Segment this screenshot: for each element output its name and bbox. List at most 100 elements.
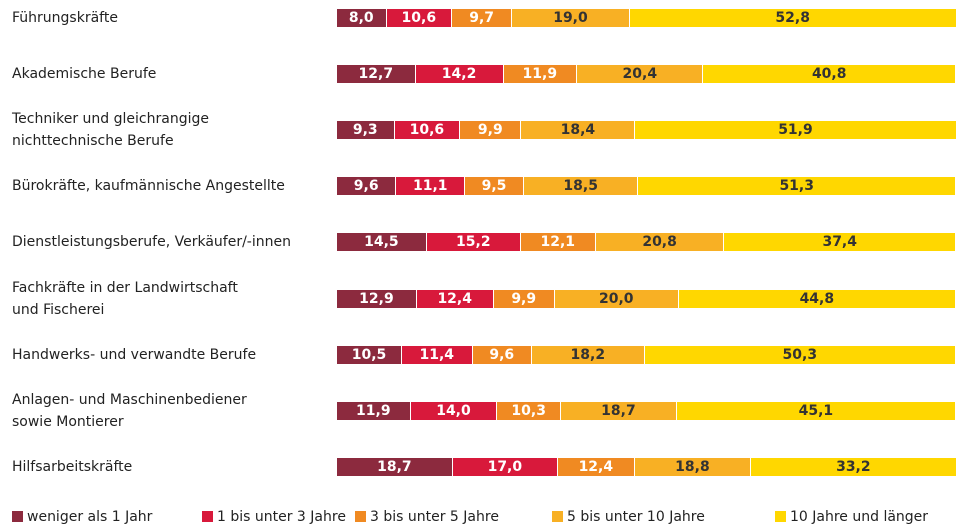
category-label: Anlagen- und Maschinenbediener sowie Mon… <box>12 391 247 430</box>
data-label: 11,4 <box>419 346 455 363</box>
data-label: 50,3 <box>782 346 818 363</box>
legend-swatch <box>355 511 366 522</box>
data-label: 10,6 <box>401 10 437 26</box>
bar-segment: 45,1 <box>676 401 956 420</box>
data-label: 12,7 <box>358 66 394 83</box>
legend-swatch <box>12 511 23 522</box>
data-label: 18,5 <box>563 178 598 195</box>
category-label: Handwerks- und verwandte Berufe <box>12 346 257 363</box>
legend-item: 3 bis unter 5 Jahre <box>355 509 499 525</box>
data-label: 10,3 <box>511 402 546 419</box>
data-label: 51,3 <box>779 178 814 195</box>
bar-segment: 51,3 <box>638 177 956 196</box>
bar-segment: 17,0 <box>452 457 558 476</box>
bar-segment: 12,9 <box>337 289 417 308</box>
bar-segment: 9,9 <box>493 289 555 308</box>
data-label: 40,8 <box>811 66 847 83</box>
data-label: 12,4 <box>437 290 472 307</box>
legend-label: 1 bis unter 3 Jahre <box>217 509 346 525</box>
category-label: Techniker und gleichrangige nichttechnis… <box>12 111 209 150</box>
data-label: 18,2 <box>570 346 606 363</box>
legend-label: 3 bis unter 5 Jahre <box>370 509 499 525</box>
data-label: 33,2 <box>836 458 871 475</box>
data-label: 9,3 <box>352 122 378 139</box>
category-label: Akademische Berufe <box>12 66 157 83</box>
bar-segment: 9,9 <box>460 121 522 140</box>
legend-swatch <box>552 511 563 522</box>
data-label: 12,4 <box>578 458 614 475</box>
bar-segment: 52,8 <box>629 9 957 27</box>
category-label: Dienstleistungsberufe, Verkäufer/-innen <box>12 234 291 251</box>
data-label: 9,7 <box>469 10 495 26</box>
data-label: 9,6 <box>489 346 515 363</box>
data-label: 9,9 <box>511 290 537 307</box>
legend-swatch <box>775 511 786 522</box>
data-label: 11,9 <box>356 402 391 419</box>
bar-segment: 9,5 <box>465 177 524 196</box>
bar-segment: 9,6 <box>472 345 532 364</box>
bar-segment: 12,7 <box>337 65 416 84</box>
data-label: 14,5 <box>364 234 399 251</box>
data-label: 18,8 <box>675 458 710 475</box>
bar-segment: 15,2 <box>426 233 521 252</box>
legend-swatch <box>202 511 213 522</box>
bar-segment: 12,4 <box>557 457 635 476</box>
legend-label: weniger als 1 Jahr <box>27 509 153 525</box>
data-label: 14,0 <box>436 402 471 419</box>
bar-segment: 20,8 <box>595 233 725 252</box>
bar-segment: 33,2 <box>751 457 957 476</box>
bar-segment: 10,6 <box>394 121 461 140</box>
category-label: Hilfsarbeitskräfte <box>12 458 133 475</box>
data-label: 18,4 <box>560 122 596 139</box>
data-label: 37,4 <box>822 234 857 251</box>
data-label: 17,0 <box>487 458 523 475</box>
legend-item: weniger als 1 Jahr <box>12 509 152 525</box>
bar-segment: 11,1 <box>396 177 466 196</box>
bar-segment: 9,3 <box>337 121 395 140</box>
legend-item: 1 bis unter 3 Jahre <box>202 509 346 525</box>
data-label: 15,2 <box>456 234 491 251</box>
data-label: 45,1 <box>798 402 834 419</box>
data-label: 18,7 <box>377 458 412 475</box>
data-label: 14,2 <box>441 66 477 83</box>
bar-segment: 40,8 <box>703 65 956 84</box>
data-label: 20,4 <box>622 66 658 83</box>
bar-segment: 51,9 <box>635 121 957 140</box>
bar-segment: 14,2 <box>415 65 504 84</box>
bar-segment: 18,8 <box>634 457 752 476</box>
bar-segment: 50,3 <box>644 345 956 364</box>
legend-item: 10 Jahre und länger <box>775 509 928 525</box>
bar-segment: 10,3 <box>497 401 562 420</box>
legend-label: 5 bis unter 10 Jahre <box>567 509 705 525</box>
bar-segment: 14,0 <box>410 401 498 420</box>
legend-item: 5 bis unter 10 Jahre <box>552 509 705 525</box>
data-label: 9,9 <box>477 122 503 139</box>
category-label: Bürokräfte, kaufmännische Angestellte <box>12 178 285 195</box>
legend-label: 10 Jahre und länger <box>790 509 929 525</box>
data-label: 19,0 <box>553 10 588 26</box>
bar-segment: 10,6 <box>386 9 453 27</box>
category-label: Fachkräfte in der Landwirtschaft und Fis… <box>12 279 238 318</box>
bar-segment: 18,7 <box>337 457 453 476</box>
bar-segment: 9,6 <box>337 177 397 196</box>
bar-segment: 44,8 <box>678 289 956 308</box>
data-label: 12,1 <box>540 234 576 251</box>
data-label: 11,9 <box>522 66 558 83</box>
bar-segment: 12,1 <box>520 233 596 252</box>
bar-segment: 14,5 <box>337 233 427 252</box>
data-label: 12,9 <box>359 290 394 307</box>
data-label: 51,9 <box>778 122 813 139</box>
data-label: 9,5 <box>481 178 507 195</box>
bar-segment: 18,5 <box>523 177 639 196</box>
bar-segment: 8,0 <box>337 9 387 27</box>
bar-segment: 11,9 <box>503 65 578 84</box>
data-label: 18,7 <box>601 402 636 419</box>
bar-segment: 11,9 <box>337 401 411 420</box>
bar-segment: 18,7 <box>561 401 677 420</box>
data-label: 8,0 <box>348 10 374 26</box>
bar-segment: 11,4 <box>401 345 473 364</box>
bar-segment: 20,0 <box>554 289 679 308</box>
data-label: 44,8 <box>799 290 835 307</box>
bar-segment: 9,7 <box>452 9 513 27</box>
bar-segment: 10,5 <box>337 345 402 364</box>
